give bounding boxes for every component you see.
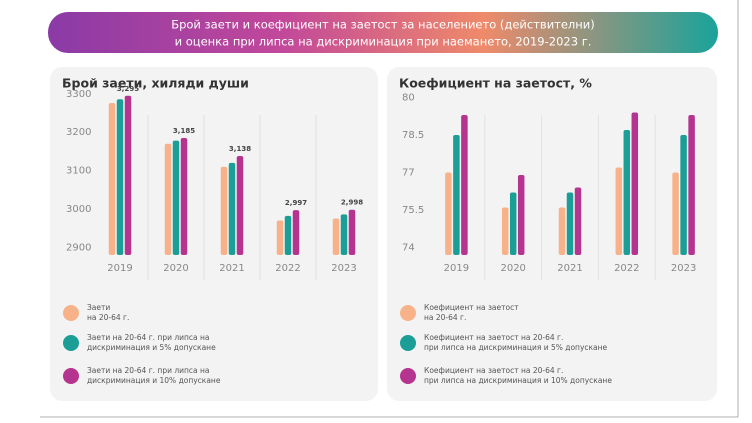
- x-tick-label: 2021: [219, 263, 244, 274]
- y-tick-label: 3100: [66, 166, 91, 177]
- bar: [574, 187, 582, 255]
- bar: [180, 137, 188, 255]
- y-tick-label: 77: [402, 168, 415, 179]
- x-tick-label: 2022: [614, 263, 639, 274]
- bar: [284, 215, 292, 255]
- bar: [558, 207, 566, 255]
- y-tick-label: 80: [402, 93, 415, 104]
- value-label: 2,998: [341, 199, 363, 207]
- x-tick-label: 2019: [107, 263, 132, 274]
- bar: [292, 210, 300, 255]
- x-tick-label: 2023: [671, 263, 696, 274]
- chart-subtitle: Коефициент на заетост, %: [399, 76, 592, 91]
- legend-swatch: [400, 305, 416, 321]
- bar: [680, 135, 687, 255]
- legend-swatch: [63, 335, 79, 351]
- x-tick-label: 2023: [331, 263, 356, 274]
- legend-swatch: [63, 305, 79, 321]
- legend-swatch: [400, 368, 416, 384]
- bar: [236, 156, 244, 255]
- bar: [688, 115, 695, 255]
- value-label: 3,295: [117, 85, 139, 93]
- bar: [566, 192, 574, 255]
- panel: [50, 67, 378, 401]
- x-tick-label: 2019: [444, 263, 469, 274]
- legend-label: Заети на 20-64 г.: [87, 303, 130, 322]
- y-tick-label: 75.5: [402, 205, 424, 216]
- bar: [453, 135, 460, 255]
- chart-subtitle: Брой заети, хиляди души: [62, 76, 249, 91]
- header-title: Брой заети и коефициент на заетост за на…: [171, 18, 595, 32]
- bar: [348, 209, 356, 255]
- bar: [220, 166, 228, 255]
- legend-swatch: [63, 368, 79, 384]
- value-label: 2,997: [285, 199, 307, 207]
- bar: [517, 175, 525, 255]
- bar: [116, 99, 124, 255]
- y-tick-label: 74: [402, 243, 415, 254]
- bar: [623, 130, 631, 255]
- bar: [631, 112, 639, 255]
- bar: [340, 214, 348, 255]
- bar: [461, 115, 468, 255]
- legend-label: Заети на 20-64 г. при липса на дискримин…: [87, 366, 221, 385]
- x-tick-label: 2020: [500, 263, 525, 274]
- y-tick-label: 78.5: [402, 130, 424, 141]
- legend-label: Коефициент на заетост на 20-64 г.: [424, 303, 519, 322]
- legend-swatch: [400, 335, 416, 351]
- bar: [445, 172, 452, 255]
- bar: [615, 167, 623, 255]
- x-tick-label: 2021: [557, 263, 582, 274]
- bar: [332, 218, 340, 255]
- legend-label: Заети на 20-64 г. при липса на дискримин…: [87, 333, 216, 352]
- bar: [108, 103, 116, 255]
- bar: [501, 207, 509, 255]
- bar: [509, 192, 517, 255]
- x-tick-label: 2020: [163, 263, 188, 274]
- x-tick-label: 2022: [275, 263, 300, 274]
- header-title: и оценка при липса на дискриминация при …: [175, 35, 592, 49]
- y-tick-label: 2900: [66, 242, 91, 253]
- header-banner: [48, 12, 718, 53]
- bar: [172, 140, 180, 255]
- legend-label: Коефициент на заетост на 20-64 г. при ли…: [424, 333, 608, 352]
- bar: [672, 172, 679, 255]
- bar: [228, 162, 236, 255]
- bar: [276, 220, 284, 255]
- y-tick-label: 3200: [66, 127, 91, 138]
- legend-label: Коефициент на заетост на 20-64 г. при ли…: [424, 366, 612, 385]
- y-tick-label: 3000: [66, 204, 91, 215]
- y-tick-label: 3300: [66, 89, 91, 100]
- bar: [124, 95, 132, 255]
- value-label: 3,138: [229, 145, 251, 153]
- bar: [164, 143, 172, 255]
- value-label: 3,185: [173, 127, 195, 135]
